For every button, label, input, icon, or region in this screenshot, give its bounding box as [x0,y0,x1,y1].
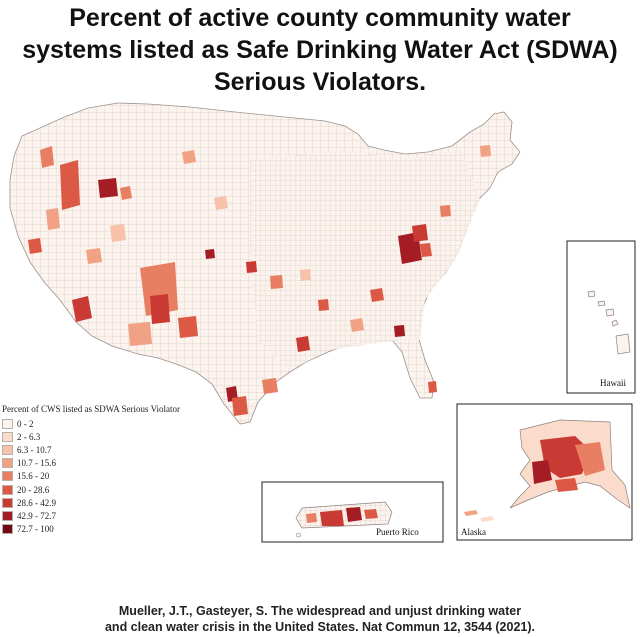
legend-item: 10.7 - 15.6 [2,457,180,470]
legend-swatch [2,484,13,495]
legend-label: 28.6 - 42.9 [17,497,56,508]
legend-item: 0 - 2 [2,417,180,430]
legend-label: 0 - 2 [17,418,34,429]
legend-label: 10.7 - 15.6 [17,458,56,469]
legend-item: 20 - 28.6 [2,483,180,496]
legend-item: 15.6 - 20 [2,470,180,483]
legend-swatch [2,510,13,521]
eastern-counties [250,150,480,370]
legend-label: 15.6 - 20 [17,471,50,482]
citation: Mueller, J.T., Gasteyer, S. The widespre… [0,603,640,635]
highlighted-counties [28,145,491,416]
legend-item: 72.7 - 100 [2,523,180,536]
legend-swatch [2,524,13,535]
alaska-shape [464,419,631,522]
legend-swatch [2,418,13,429]
title-line-2: systems listed as Safe Drinking Water Ac… [22,36,618,64]
legend-swatch [2,431,13,442]
legend-item: 42.9 - 72.7 [2,509,180,522]
legend-label: 6.3 - 10.7 [17,444,52,455]
puerto-rico-shape [295,501,393,538]
alaska-label: Alaska [461,527,486,537]
citation-line-1: Mueller, J.T., Gasteyer, S. The widespre… [118,604,522,618]
legend-item: 2 - 6.3 [2,430,180,443]
legend-swatch [2,444,13,455]
legend-item: 28.6 - 42.9 [2,496,180,509]
legend-swatch [2,471,13,482]
title-line-1: Percent of active county community water [69,4,571,32]
legend-label: 42.9 - 72.7 [17,510,56,521]
title-line-3: Serious Violators. [213,68,427,96]
legend-label: 20 - 28.6 [17,484,50,495]
legend-item: 6.3 - 10.7 [2,443,180,456]
hawaii-label: Hawaii [600,378,626,388]
legend-swatch [2,497,13,508]
legend-label: 72.7 - 100 [17,524,54,535]
legend-rows: 0 - 2 2 - 6.3 6.3 - 10.7 10.7 - 15.6 15.6 - … [2,417,180,536]
map-title: Percent of active county community water… [0,2,640,98]
citation-line-2: and clean water crisis in the United Sta… [104,620,535,634]
legend-swatch [2,458,13,469]
puerto-rico-label: Puerto Rico [376,527,419,537]
legend-label: 2 - 6.3 [17,431,41,442]
legend: Percent of CWS listed as SDWA Serious Vi… [2,404,180,536]
hawaii-inset-frame [566,240,636,394]
hawaii-islands [587,290,631,355]
legend-title: Percent of CWS listed as SDWA Serious Vi… [2,404,181,414]
